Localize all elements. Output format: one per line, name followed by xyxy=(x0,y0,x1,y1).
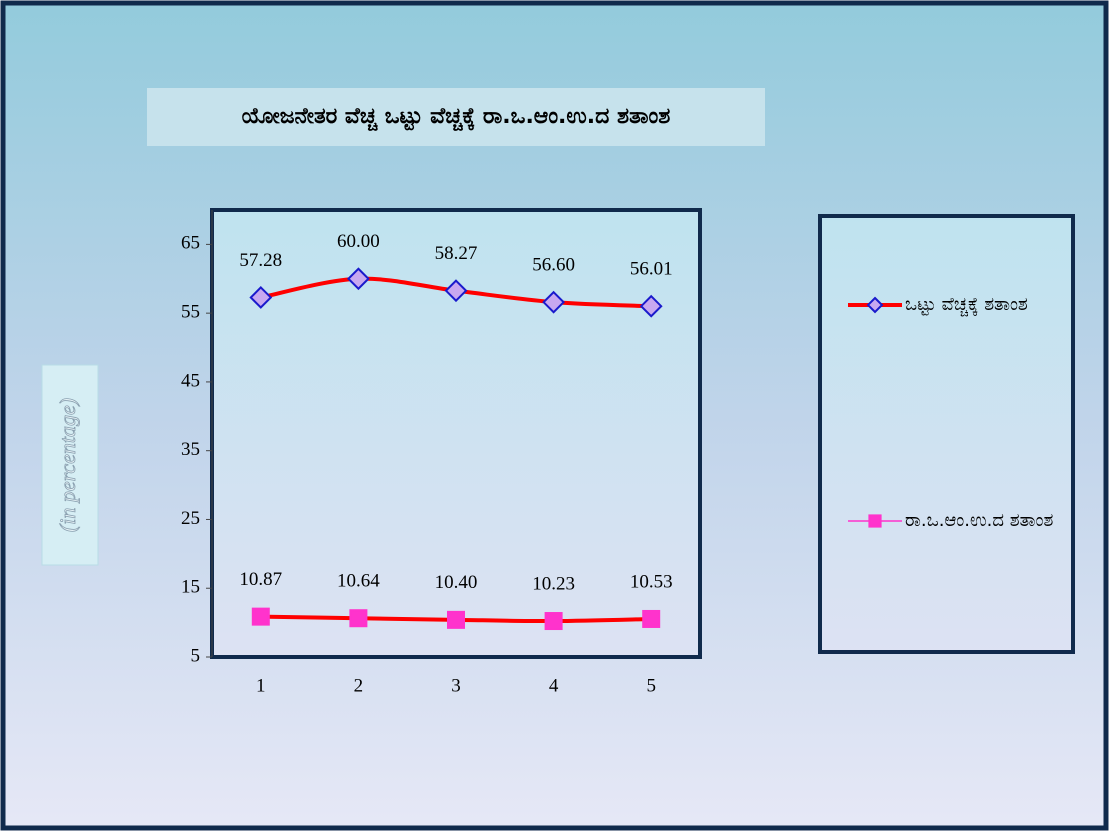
point xyxy=(639,294,663,318)
legend-label: ಒಟ್ಟು ವೆಚ್ಚಕ್ಕೆ ಶತಾಂಶ xyxy=(905,294,1028,315)
x-tick-label: 4 xyxy=(549,675,559,696)
y-tick-label: 15 xyxy=(181,577,200,598)
point xyxy=(249,286,273,309)
x-tick-label: 5 xyxy=(646,675,656,696)
x-tick-label: 1 xyxy=(256,675,266,696)
y-axis-label: (in percentage) xyxy=(55,398,80,532)
point xyxy=(349,609,368,628)
data-label: 57.28 xyxy=(239,250,282,271)
y-tick-label: 65 xyxy=(181,233,200,254)
point xyxy=(251,607,270,626)
point xyxy=(542,290,566,314)
point xyxy=(447,610,465,629)
data-label: 56.60 xyxy=(532,255,575,276)
x-tick-label: 3 xyxy=(451,675,461,696)
y-label-box xyxy=(41,364,99,566)
data-label: 10.87 xyxy=(239,569,282,590)
data-label: 10.40 xyxy=(435,572,478,593)
y-tick-label: 5 xyxy=(191,645,201,666)
legend-box xyxy=(818,214,1075,654)
legend-marker xyxy=(868,514,882,528)
legend-label: ರಾ.ಒ.ಆಂ.ಉ.ದ ಶತಾಂಶ xyxy=(905,510,1054,531)
data-label: 10.53 xyxy=(630,571,673,592)
title-box xyxy=(147,88,765,146)
y-tick-label: 45 xyxy=(181,370,200,391)
y-tick-label: 25 xyxy=(181,508,200,529)
point xyxy=(544,612,563,631)
data-label: 56.01 xyxy=(630,259,673,280)
data-label: 58.27 xyxy=(435,243,478,264)
point xyxy=(642,609,661,628)
data-label: 60.00 xyxy=(337,231,380,252)
point xyxy=(444,279,468,303)
chart-title: ಯೋಜನೇತರ ವೆಚ್ಚ ಒಟ್ಟು ವೆಚ್ಚಕ್ಕೆ ರಾ.ಒ.ಆಂ.ಉ.… xyxy=(242,104,671,132)
point xyxy=(346,267,370,291)
y-tick-label: 35 xyxy=(181,439,200,460)
data-label: 10.64 xyxy=(337,571,380,592)
data-label: 10.23 xyxy=(532,573,575,594)
legend-marker xyxy=(866,296,884,314)
x-tick-label: 2 xyxy=(354,675,364,696)
y-tick-label: 55 xyxy=(181,302,200,323)
